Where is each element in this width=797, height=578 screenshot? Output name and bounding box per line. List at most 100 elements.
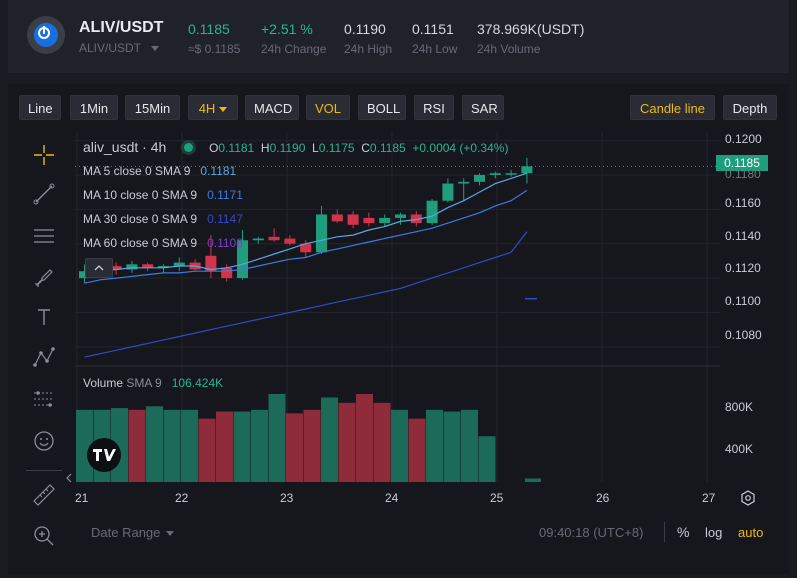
chart-panel bbox=[8, 84, 789, 574]
volume-tick: 400K bbox=[725, 442, 754, 456]
candle-body bbox=[474, 174, 485, 182]
auto-toggle[interactable]: auto bbox=[738, 525, 764, 540]
candle-body bbox=[426, 200, 438, 224]
drawing-toolbar bbox=[26, 135, 66, 547]
candle-body bbox=[126, 264, 138, 270]
price-tick: 0.1080 bbox=[725, 328, 762, 342]
volume-bar bbox=[233, 411, 251, 482]
emoji-icon[interactable] bbox=[30, 427, 58, 455]
text-icon[interactable] bbox=[30, 303, 58, 331]
volume-bar bbox=[525, 478, 541, 482]
volume-value: 378.969K(USDT) bbox=[477, 21, 585, 37]
collapse-legend-button[interactable] bbox=[85, 258, 113, 278]
candle-body bbox=[221, 267, 233, 279]
volume-bar bbox=[303, 409, 321, 482]
price-tick: 0.1140 bbox=[725, 229, 761, 243]
candle-body bbox=[395, 214, 406, 218]
log-toggle[interactable]: log bbox=[705, 525, 723, 540]
price-chart[interactable] bbox=[75, 132, 720, 484]
horizontal-lines-icon[interactable] bbox=[30, 222, 58, 250]
volume-bar bbox=[461, 409, 478, 482]
volume-label: 24h Volume bbox=[477, 42, 541, 56]
volume-sma-value: 106.424K bbox=[171, 376, 224, 390]
time-tick: 22 bbox=[175, 491, 189, 505]
line-button[interactable]: Line bbox=[19, 95, 61, 120]
interval-15min-button[interactable]: 15Min bbox=[125, 95, 180, 120]
chevron-down-icon bbox=[166, 531, 175, 537]
volume-bar bbox=[146, 406, 163, 482]
time-tick: 27 bbox=[702, 491, 716, 505]
volume-bar bbox=[286, 413, 303, 482]
volume-bar bbox=[198, 418, 216, 482]
volume-bar bbox=[128, 409, 146, 482]
volume-bar bbox=[408, 418, 426, 482]
volume-bar bbox=[216, 411, 233, 482]
chevron-down-icon bbox=[219, 107, 228, 113]
high-value: 0.1190 bbox=[344, 21, 386, 37]
boll-button[interactable]: BOLL bbox=[358, 95, 406, 120]
candle-body bbox=[347, 214, 359, 225]
interval-4h-dropdown[interactable]: 4H bbox=[188, 95, 238, 120]
trend-line-icon[interactable] bbox=[30, 180, 58, 208]
vol-button[interactable]: VOL bbox=[306, 95, 350, 120]
ruler-icon[interactable] bbox=[30, 481, 58, 509]
sar-button[interactable]: SAR bbox=[462, 95, 504, 120]
pair-title: ALIV/USDT bbox=[79, 19, 164, 36]
chart-legend: aliv_usdt · 4h O0.1181 H0.1190 L0.1175 C… bbox=[83, 139, 508, 155]
date-range-dropdown[interactable]: Date Range bbox=[91, 525, 175, 540]
zoom-in-icon[interactable] bbox=[30, 522, 58, 550]
percent-toggle[interactable]: % bbox=[677, 524, 690, 540]
volume-bar bbox=[373, 402, 391, 482]
low-value: 0.1151 bbox=[412, 21, 454, 37]
current-price-label: 0.1185 bbox=[716, 155, 768, 171]
candle-body bbox=[158, 266, 169, 268]
tradingview-logo-icon bbox=[87, 438, 121, 472]
legend-high-value: 0.1190 bbox=[269, 141, 306, 155]
change-label: 24h Change bbox=[261, 42, 327, 56]
time-axis[interactable]: 21 22 23 24 25 26 27 bbox=[75, 486, 780, 510]
time-tick: 25 bbox=[490, 491, 504, 505]
price-tick: 0.1200 bbox=[725, 132, 762, 146]
legend-low-value: 0.1175 bbox=[318, 141, 355, 155]
chevron-up-icon bbox=[94, 265, 104, 271]
footer-divider bbox=[664, 522, 665, 542]
ma5-label: MA 5 close 0 SMA 9 bbox=[83, 164, 191, 178]
volume-bar bbox=[426, 409, 443, 482]
volume-legend: Volume SMA 9 106.424K bbox=[83, 376, 223, 390]
pair-selector[interactable]: ALIV/USDT bbox=[79, 41, 160, 55]
settings-icon[interactable] bbox=[740, 490, 756, 506]
volume-sma-label: SMA 9 bbox=[126, 376, 162, 390]
candle-line-button[interactable]: Candle line bbox=[630, 95, 715, 120]
time-tick: 24 bbox=[385, 491, 399, 505]
volume-bar bbox=[356, 394, 373, 482]
time-tick: 21 bbox=[75, 491, 89, 505]
pattern-icon[interactable] bbox=[30, 343, 58, 371]
candle-body bbox=[79, 271, 90, 279]
volume-bar bbox=[251, 409, 268, 482]
interval-1min-button[interactable]: 1Min bbox=[70, 95, 118, 120]
utc-clock[interactable]: 09:40:18 (UTC+8) bbox=[539, 525, 644, 540]
crosshair-icon[interactable] bbox=[30, 141, 58, 169]
depth-button[interactable]: Depth bbox=[723, 95, 777, 120]
rsi-button[interactable]: RSI bbox=[414, 95, 454, 120]
ma10-legend: MA 10 close 0 SMA 9 0.1171 bbox=[83, 188, 243, 202]
legend-change: +0.0004 (+0.34%) bbox=[412, 141, 509, 155]
price-axis[interactable]: 0.1200 0.1160 0.1140 0.1120 0.1100 0.108… bbox=[716, 132, 780, 484]
candle-body bbox=[410, 214, 422, 224]
last-price: 0.1185 bbox=[188, 21, 230, 37]
collapse-toolbar-icon[interactable] bbox=[64, 470, 74, 486]
ma5-legend: MA 5 close 0 SMA 9 0.1181 bbox=[83, 164, 236, 178]
ma30-value: 0.1147 bbox=[207, 212, 243, 226]
high-label: 24h High bbox=[344, 42, 393, 56]
candle-body bbox=[363, 217, 375, 224]
candle-body bbox=[205, 255, 217, 272]
candle-body bbox=[142, 264, 154, 268]
fibonacci-icon[interactable] bbox=[30, 385, 58, 413]
legend-symbol: aliv_usdt · 4h bbox=[83, 139, 167, 155]
brush-icon[interactable] bbox=[30, 262, 58, 290]
candle-body bbox=[521, 166, 533, 174]
macd-button[interactable]: MACD bbox=[245, 95, 299, 120]
ma10-label: MA 10 close 0 SMA 9 bbox=[83, 188, 198, 202]
volume-legend-label: Volume bbox=[83, 376, 124, 390]
pair-selector-label: ALIV/USDT bbox=[79, 41, 142, 55]
